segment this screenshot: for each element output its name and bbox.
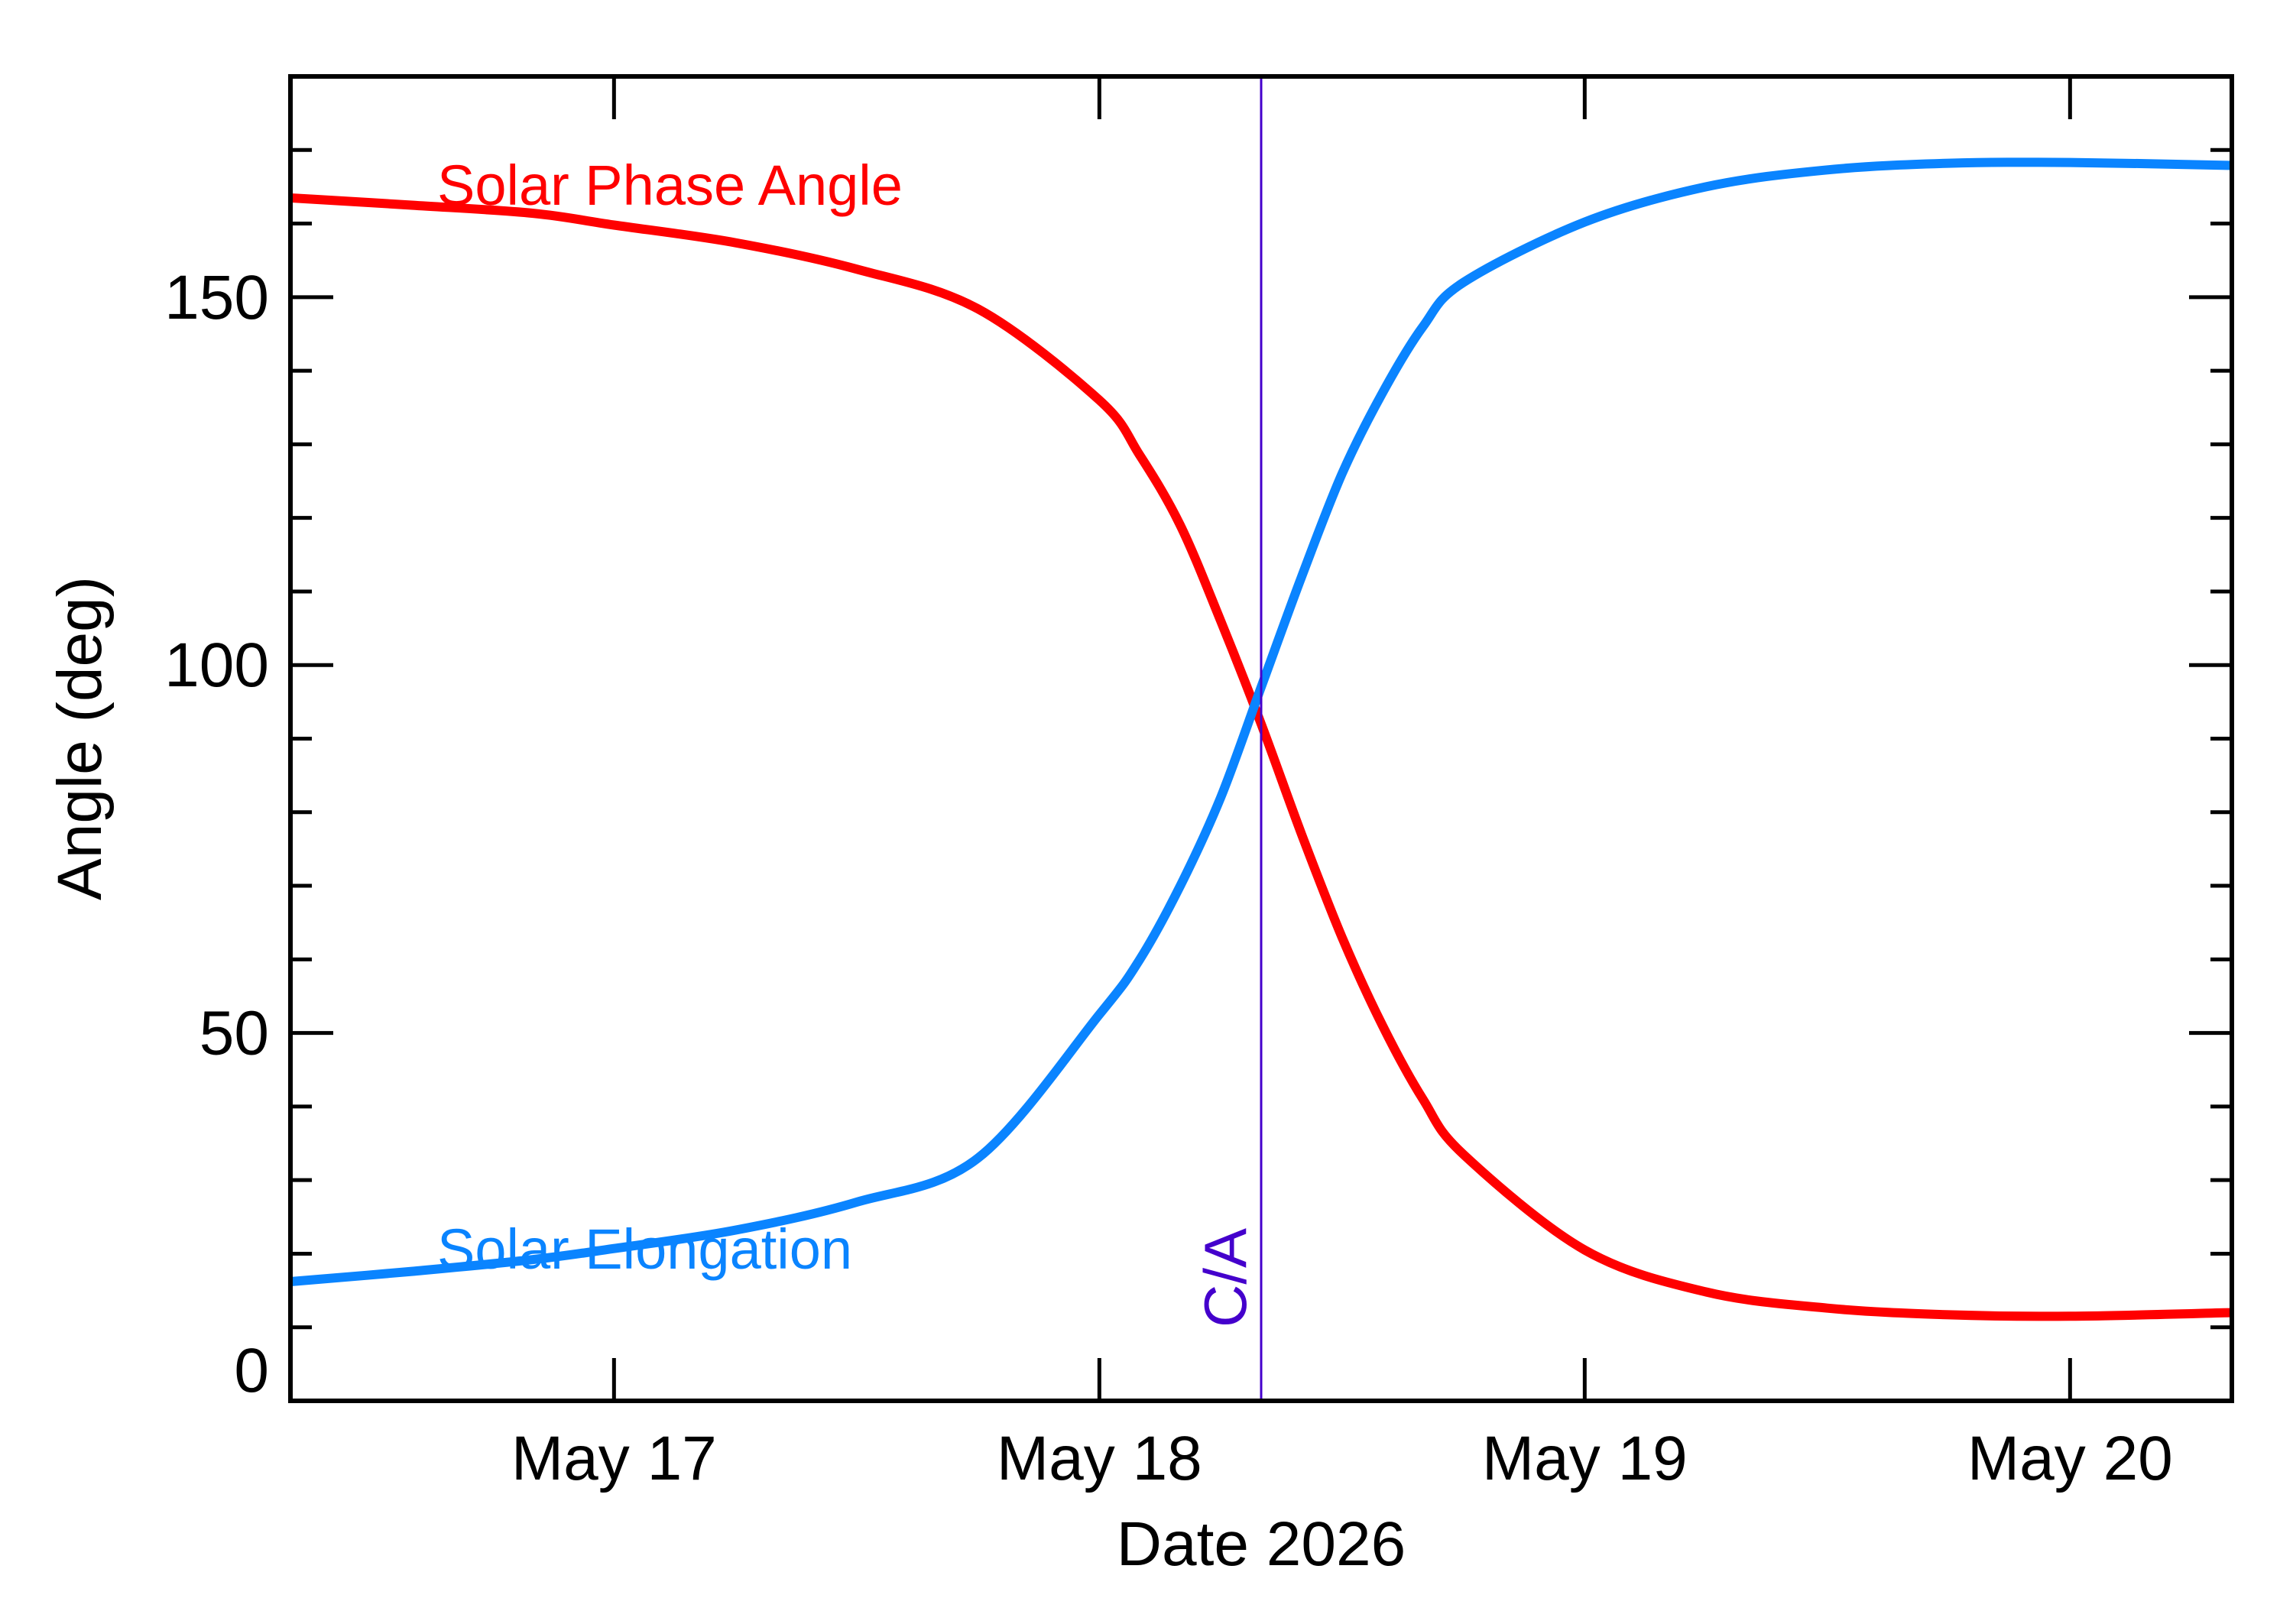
series-label: Solar Phase Angle	[437, 154, 903, 217]
y-axis-label: Angle (deg)	[45, 576, 115, 900]
labels-layer: 0 50 100 150 May 17 May 18 May 19 May 20 Solar P…	[164, 154, 2173, 1493]
y-tick-label: 0	[234, 1336, 269, 1405]
x-axis-label: Date 2026	[1117, 1509, 1406, 1579]
phase-angle-line	[290, 193, 2233, 1321]
plot-frame	[288, 74, 2234, 1403]
x-tick-label: May 17	[511, 1424, 717, 1493]
closest-approach-label: C/A	[1192, 1228, 1259, 1327]
y-tick-label: 100	[164, 630, 269, 700]
x-tick-label: May 19	[1482, 1424, 1688, 1493]
series-label: Solar Elongation	[437, 1217, 852, 1281]
x-tick-label: May 20	[1967, 1424, 2173, 1493]
y-tick-label: 50	[199, 999, 269, 1068]
x-tick-label: May 18	[997, 1424, 1202, 1493]
y-tick-label: 150	[164, 263, 269, 332]
ticks-layer	[290, 76, 2232, 1401]
